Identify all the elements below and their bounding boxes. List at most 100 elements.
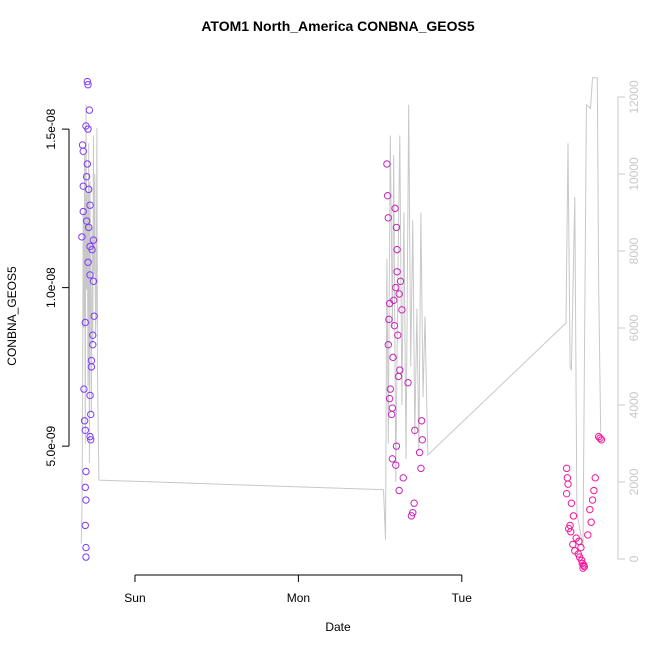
- data-point: [392, 442, 401, 450]
- data-point: [390, 321, 399, 330]
- data-point: [383, 160, 391, 168]
- data-point: [82, 217, 91, 225]
- data-point: [407, 512, 416, 520]
- data-point: [87, 436, 95, 444]
- data-point: [391, 204, 399, 213]
- y2-tick-label: 10000: [627, 157, 641, 191]
- data-point: [396, 277, 405, 285]
- data-point: [386, 385, 395, 393]
- data-point: [579, 564, 587, 572]
- y2-tick-label: 6000: [627, 314, 641, 341]
- data-point: [86, 201, 94, 209]
- data-point: [586, 505, 594, 514]
- data-point: [79, 207, 87, 216]
- data-point: [417, 417, 426, 425]
- data-point: [596, 434, 604, 442]
- data-point: [575, 537, 583, 545]
- y-tick-label: 1.0e-08: [44, 267, 58, 308]
- data-point: [577, 543, 585, 552]
- data-point: [81, 318, 89, 327]
- data-point: [80, 385, 88, 393]
- data-point: [417, 464, 425, 473]
- data-point: [580, 562, 589, 571]
- data-point: [597, 436, 606, 444]
- data-point: [569, 512, 578, 520]
- x-tick-label: Sun: [124, 591, 145, 605]
- data-point: [78, 233, 86, 241]
- data-point: [85, 106, 94, 114]
- data-point: [590, 486, 598, 495]
- data-point: [415, 448, 424, 457]
- altitude-line: [80, 77, 602, 548]
- data-point: [411, 426, 419, 434]
- data-point: [81, 483, 89, 492]
- data-point: [88, 245, 96, 254]
- data-point: [89, 236, 98, 244]
- x-axis-label: Date: [325, 620, 351, 634]
- data-point: [82, 172, 91, 181]
- x-tick-label: Mon: [287, 591, 310, 605]
- data-point: [81, 426, 89, 434]
- data-point: [387, 410, 396, 419]
- data-point: [393, 245, 401, 254]
- data-point: [385, 394, 394, 403]
- data-point: [584, 531, 592, 539]
- data-point: [84, 125, 92, 133]
- data-point: [90, 312, 98, 320]
- data-point: [565, 524, 573, 533]
- data-point: [577, 556, 586, 564]
- data-point: [84, 223, 93, 232]
- data-point: [567, 499, 576, 507]
- data-point: [564, 480, 572, 488]
- data-point: [82, 553, 90, 561]
- data-point: [82, 467, 90, 476]
- data-point: [393, 268, 401, 276]
- data-point: [89, 277, 98, 285]
- data-point: [591, 474, 599, 482]
- data-point: [86, 271, 94, 279]
- data-point: [384, 214, 392, 222]
- data-point: [83, 77, 92, 86]
- data-point: [392, 461, 400, 469]
- data-point: [87, 410, 95, 419]
- data-point: [394, 372, 403, 381]
- data-point: [588, 496, 597, 504]
- data-point: [86, 391, 94, 400]
- y2-tick-label: 4000: [627, 391, 641, 418]
- data-point: [79, 182, 87, 190]
- data-point: [392, 223, 401, 232]
- data-point: [587, 518, 595, 526]
- data-point: [86, 432, 94, 441]
- data-point: [569, 540, 577, 549]
- x-tick-label: Tue: [452, 591, 473, 605]
- data-point: [79, 147, 87, 156]
- data-point: [562, 489, 571, 498]
- data-point: [89, 331, 97, 339]
- data-point: [81, 521, 89, 530]
- data-point: [89, 340, 97, 349]
- data-point: [404, 379, 412, 387]
- data-point: [399, 474, 407, 482]
- y2-tick-label: 12000: [627, 80, 641, 114]
- y2-tick-label: 8000: [627, 237, 641, 264]
- data-point: [389, 353, 397, 362]
- data-point: [392, 283, 400, 292]
- data-point: [84, 185, 93, 194]
- data-point: [385, 315, 393, 324]
- data-point: [84, 258, 92, 266]
- y2-tick-label: 2000: [627, 468, 641, 495]
- data-point: [84, 81, 92, 89]
- data-point: [385, 299, 394, 308]
- y2-tick-label: 0: [627, 555, 641, 562]
- data-point: [80, 417, 89, 425]
- data-point: [562, 464, 571, 473]
- data-point: [395, 290, 403, 298]
- data-point: [384, 340, 392, 349]
- chart-title: ATOM1 North_America CONBNA_GEOS5: [201, 18, 475, 34]
- data-point: [395, 486, 403, 495]
- data-point: [83, 160, 92, 168]
- y-axis-label: CONBNA_GEOS5: [5, 266, 19, 366]
- data-point: [87, 363, 96, 371]
